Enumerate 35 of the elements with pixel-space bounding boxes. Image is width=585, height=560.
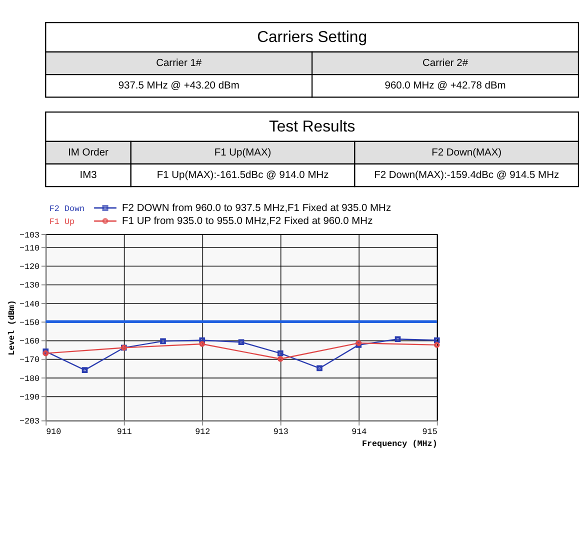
y-tick-label: −170 xyxy=(19,355,40,366)
x-axis-title: Frequency (MHz) xyxy=(362,438,438,449)
text: IM3 xyxy=(80,170,98,182)
text: 960.0 MHz @ +42.78 dBm xyxy=(384,80,506,92)
y-tick-label: −180 xyxy=(19,374,40,384)
y-tick-label: −160 xyxy=(19,336,40,347)
text: F1 UP from 935.0 to 955.0 MHz,F2 Fixed at 960.0 MHz xyxy=(122,216,373,227)
y-tick-label: −190 xyxy=(19,392,40,402)
x-tick-label: 914 xyxy=(352,426,367,437)
x-tick-label: 912 xyxy=(195,426,210,437)
text: Test Results xyxy=(268,118,356,136)
y-tick-label: −110 xyxy=(19,243,40,254)
x-tick-label: 911 xyxy=(116,426,132,437)
x-tick-label: 915 xyxy=(422,426,438,437)
legend-label: F1 Up xyxy=(49,216,75,227)
y-tick-label: −130 xyxy=(19,280,40,291)
y-tick-label: −203 xyxy=(19,416,40,427)
y-tick-label: −140 xyxy=(19,299,40,310)
x-tick-label: 913 xyxy=(273,426,288,437)
category-label: Carrier 1# xyxy=(156,58,202,70)
category-label: Carrier 2# xyxy=(422,58,468,70)
y-tick-label: −120 xyxy=(19,262,40,272)
x-tick-label: 910 xyxy=(46,426,62,437)
text: 937.5 MHz @ +43.20 dBm xyxy=(118,80,240,92)
y-tick-label: −103 xyxy=(19,230,40,240)
y-tick-label: −150 xyxy=(19,318,40,328)
text: Carriers Setting xyxy=(257,28,368,46)
y-axis-title: Level (dBm) xyxy=(6,300,17,356)
category-label: F2 Down(MAX) xyxy=(432,147,502,158)
text: F2 Down(MAX):-159.4dBc @ 914.5 MHz xyxy=(374,170,560,182)
text: F2 DOWN from 960.0 to 937.5 MHz,F1 Fixed at 935.0 MHz xyxy=(122,202,392,214)
legend-label: F2 Down xyxy=(49,204,85,214)
text: F1 Up(MAX):-161.5dBc @ 914.0 MHz xyxy=(156,170,329,182)
category-label: F1 Up(MAX) xyxy=(214,147,272,158)
category-label: IM Order xyxy=(68,147,110,158)
